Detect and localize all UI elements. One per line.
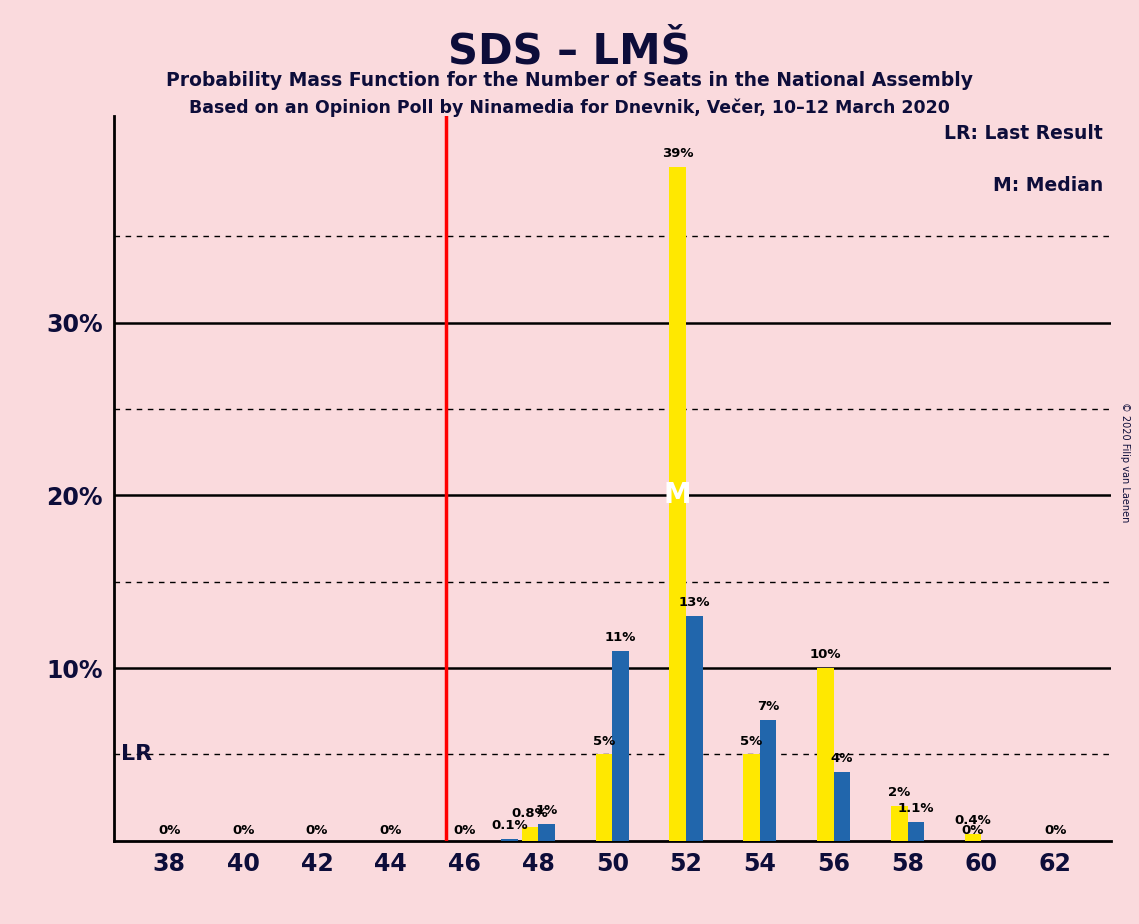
Text: 0%: 0%: [1044, 824, 1066, 837]
Text: 5%: 5%: [740, 735, 763, 748]
Bar: [834, 772, 851, 841]
Bar: [744, 755, 760, 841]
Text: 13%: 13%: [679, 596, 710, 610]
Bar: [760, 720, 777, 841]
Text: SDS – LMŠ: SDS – LMŠ: [448, 30, 691, 72]
Bar: [670, 167, 686, 841]
Text: LR: LR: [121, 745, 153, 764]
Text: LR: Last Result: LR: Last Result: [944, 124, 1104, 143]
Text: Probability Mass Function for the Number of Seats in the National Assembly: Probability Mass Function for the Number…: [166, 71, 973, 91]
Text: 11%: 11%: [605, 631, 637, 644]
Bar: [686, 616, 703, 841]
Bar: [522, 827, 539, 841]
Bar: [965, 834, 982, 841]
Bar: [539, 823, 555, 841]
Text: 0%: 0%: [453, 824, 476, 837]
Text: 0.4%: 0.4%: [954, 814, 991, 827]
Text: M: Median: M: Median: [993, 176, 1104, 195]
Text: 4%: 4%: [830, 752, 853, 765]
Text: 0%: 0%: [961, 824, 984, 837]
Bar: [817, 668, 834, 841]
Text: 10%: 10%: [810, 649, 841, 662]
Text: 39%: 39%: [662, 148, 694, 161]
Text: Based on an Opinion Poll by Ninamedia for Dnevnik, Večer, 10–12 March 2020: Based on an Opinion Poll by Ninamedia fo…: [189, 99, 950, 117]
Text: 1%: 1%: [535, 804, 558, 817]
Text: 7%: 7%: [757, 700, 779, 713]
Bar: [908, 821, 924, 841]
Text: M: M: [664, 481, 691, 509]
Bar: [596, 755, 613, 841]
Bar: [501, 839, 518, 841]
Text: 0.8%: 0.8%: [511, 808, 549, 821]
Bar: [612, 650, 629, 841]
Text: © 2020 Filip van Laenen: © 2020 Filip van Laenen: [1121, 402, 1130, 522]
Text: 1.1%: 1.1%: [898, 802, 934, 815]
Text: 0.1%: 0.1%: [491, 820, 528, 833]
Text: 0%: 0%: [305, 824, 328, 837]
Text: 5%: 5%: [592, 735, 615, 748]
Text: 2%: 2%: [888, 786, 910, 799]
Text: 0%: 0%: [379, 824, 402, 837]
Text: 0%: 0%: [158, 824, 180, 837]
Bar: [891, 807, 908, 841]
Text: 0%: 0%: [232, 824, 254, 837]
